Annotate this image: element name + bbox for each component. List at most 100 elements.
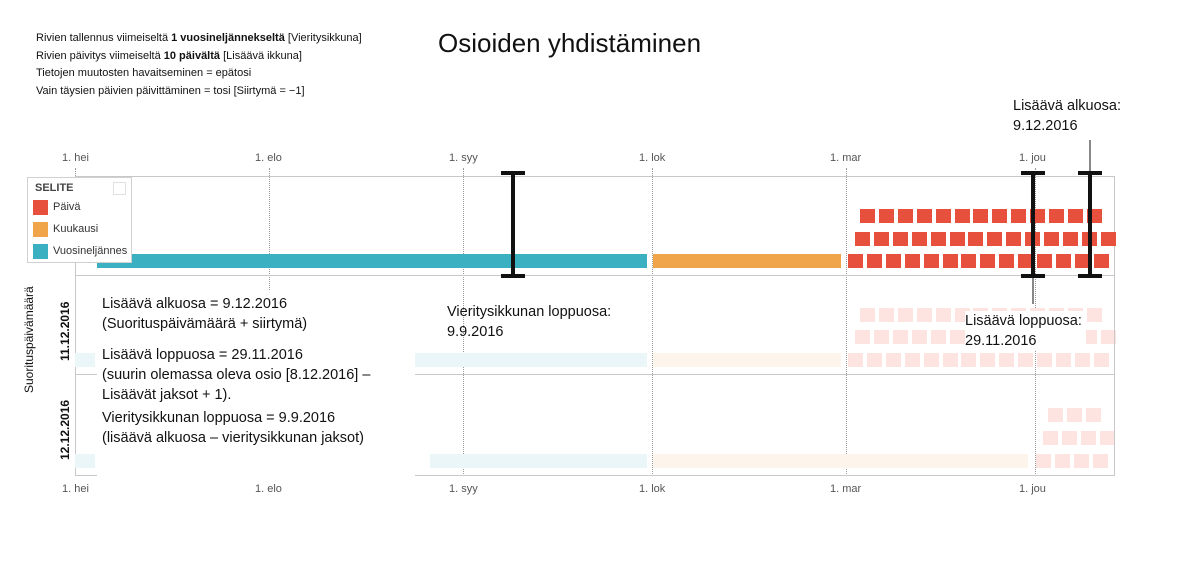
setting-line-3: Tietojen muutosten havaitseminen = epäto… (36, 67, 252, 79)
legend-swatch-month (33, 222, 48, 237)
day-partition (930, 232, 946, 246)
bottom-tick-1: 1. hei (62, 483, 89, 495)
rolling-window-end-annotation: Vieritysikkunan loppuosa: 9.9.2016 (447, 304, 612, 340)
day-partition (1011, 209, 1027, 223)
faded-quarter-row2-a (75, 454, 95, 468)
faded-day-partition (1036, 454, 1051, 468)
day-partition (892, 232, 908, 246)
day-partition (942, 254, 958, 268)
top-tick-2: 1. elo (255, 152, 282, 164)
legend-toggle-box[interactable] (113, 182, 126, 195)
day-partition (1055, 254, 1071, 268)
faded-day-partition (999, 353, 1015, 367)
faded-day-partition (1037, 353, 1052, 367)
faded-day-partition (1100, 330, 1116, 344)
faded-day-partition (961, 353, 977, 367)
gridline-lok (652, 168, 653, 476)
faded-day-partition (892, 330, 908, 344)
day-partition (904, 254, 920, 268)
faded-day-partition (860, 308, 875, 322)
faded-day-partition (911, 330, 927, 344)
bottom-tick-6: 1. jou (1019, 483, 1046, 495)
faded-day-partition (848, 353, 863, 367)
day-partition (855, 232, 870, 246)
day-partition (1018, 254, 1034, 268)
faded-month-row2 (653, 454, 1028, 468)
day-partition (873, 232, 889, 246)
faded-day-partition (942, 353, 958, 367)
faded-day-partition (949, 330, 965, 344)
callout-panel (97, 290, 415, 480)
legend: SELITE Päivä Kuukausi Vuosineljännes (27, 177, 132, 263)
legend-title: SELITE (35, 182, 74, 194)
top-tick-6: 1. jou (1019, 152, 1046, 164)
day-partition (999, 254, 1015, 268)
faded-day-partition (897, 308, 913, 322)
page-title: Osioiden yhdistäminen (438, 28, 702, 58)
gridline-syy (463, 168, 464, 476)
day-partition (961, 254, 977, 268)
bottom-tick-2: 1. elo (255, 483, 282, 495)
faded-day-partition (1043, 431, 1058, 445)
faded-day-partition (873, 330, 889, 344)
faded-day-partition (904, 353, 920, 367)
day-partition (860, 209, 875, 223)
faded-day-partition (1092, 454, 1108, 468)
settings-panel: Rivien tallennus viimeiseltä 1 vuosinelj… (36, 30, 362, 100)
faded-day-partition (1086, 308, 1102, 322)
day-partition (878, 209, 894, 223)
day-partition (897, 209, 913, 223)
faded-day-partition (1048, 408, 1063, 422)
gridline-mar (846, 168, 847, 476)
quarter-bar (97, 254, 647, 268)
day-partition (848, 254, 863, 268)
day-partition (916, 209, 932, 223)
day-partition (923, 254, 939, 268)
faded-day-partition (1093, 353, 1109, 367)
faded-day-partition (1080, 431, 1096, 445)
faded-day-partition (1018, 353, 1034, 367)
faded-month-row1 (653, 353, 841, 367)
setting-line-2: Rivien päivitys viimeiseltä 10 päivältä … (36, 49, 302, 62)
bottom-tick-4: 1. lok (639, 483, 666, 495)
day-partition (949, 232, 965, 246)
day-partition (1067, 209, 1083, 223)
day-partition (987, 232, 1003, 246)
faded-day-partition (1073, 454, 1089, 468)
faded-day-partition (923, 353, 939, 367)
faded-day-partition (980, 353, 996, 367)
faded-day-partition (916, 308, 932, 322)
day-partition (973, 209, 989, 223)
day-partition (911, 232, 927, 246)
day-partition (954, 209, 970, 223)
day-partition (1049, 209, 1064, 223)
top-tick-5: 1. mar (830, 152, 862, 164)
legend-label-month: Kuukausi (53, 223, 99, 235)
day-partition (968, 232, 984, 246)
rolling-window-marker (501, 171, 525, 278)
faded-day-partition (1061, 431, 1077, 445)
day-partition (885, 254, 901, 268)
faded-day-partition (1066, 408, 1082, 422)
faded-day-partition (935, 308, 951, 322)
day-partition (992, 209, 1008, 223)
lower-timeline-frame (75, 276, 1115, 476)
day-partition (1074, 254, 1090, 268)
legend-swatch-quarter (33, 244, 48, 259)
day-partition (1093, 254, 1109, 268)
day-partition (1037, 254, 1052, 268)
faded-day-partition (1085, 408, 1101, 422)
day-partition (866, 254, 882, 268)
faded-day-partition (1054, 454, 1070, 468)
legend-label-day: Päivä (53, 201, 81, 213)
legend-swatch-day (33, 200, 48, 215)
faded-day-partition (1055, 353, 1071, 367)
callout-rolling-end: Vieritysikkunan loppuosa = 9.9.2016 (lis… (102, 410, 364, 446)
top-tick-1: 1. hei (62, 152, 89, 164)
faded-day-partition (1074, 353, 1090, 367)
faded-day-partition (1099, 431, 1115, 445)
incremental-start-marker (1078, 171, 1102, 278)
faded-day-partition (855, 330, 870, 344)
month-bar (653, 254, 841, 268)
